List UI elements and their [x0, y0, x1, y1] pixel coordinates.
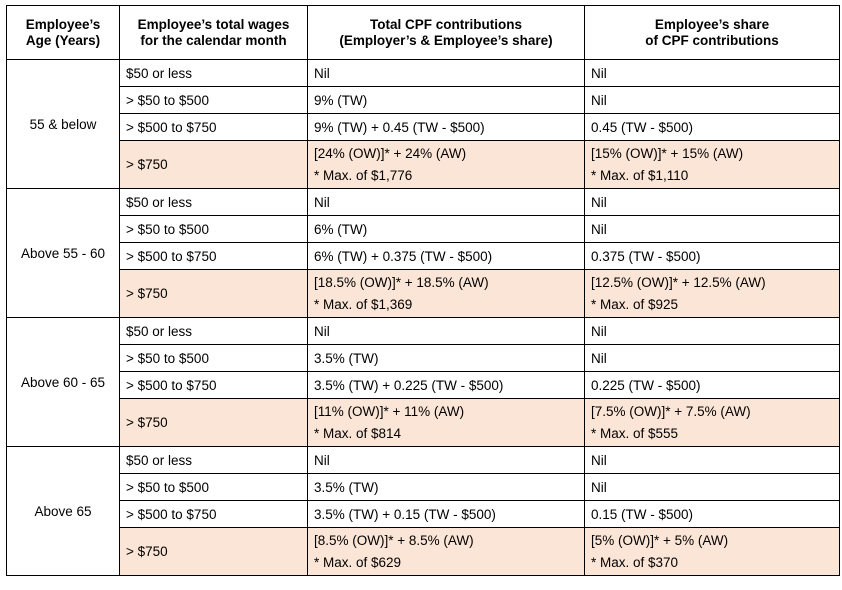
- total-cell: [24% (OW)]* + 24% (AW) * Max. of $1,776: [307, 140, 585, 189]
- total-cell: 3.5% (TW): [307, 473, 585, 501]
- table-row: 55 & below $50 or less Nil Nil: [6, 59, 840, 189]
- wage-cell: $50 or less: [119, 446, 308, 474]
- wage-cell: > $750: [119, 140, 308, 189]
- share-formula: [15% (OW)]* + 15% (AW): [591, 145, 744, 161]
- wage-cell: > $50 to $500: [119, 215, 308, 243]
- total-cell: 3.5% (TW) + 0.225 (TW - $500): [307, 371, 585, 399]
- table-row: > $500 to $750 3.5% (TW) + 0.15 (TW - $50…: [7, 500, 840, 528]
- table-row: > $50 to $500 9% (TW) Nil: [7, 86, 840, 114]
- wage-cell: > $500 to $750: [119, 500, 308, 528]
- header-wages-line1: Employee’s total wages: [137, 16, 290, 32]
- wage-cell: $50 or less: [119, 59, 308, 87]
- wage-cell: > $50 to $500: [119, 473, 308, 501]
- header-total-line1: Total CPF contributions: [370, 16, 522, 32]
- header-wages: Employee’s total wages for the calendar m…: [119, 5, 308, 60]
- table-row: > $500 to $750 6% (TW) + 0.375 (TW - $500…: [7, 242, 840, 270]
- header-wages-line2: for the calendar month: [140, 32, 287, 48]
- table-row: > $50 to $500 3.5% (TW) Nil: [7, 473, 840, 501]
- share-formula: [12.5% (OW)]* + 12.5% (AW): [591, 274, 766, 290]
- header-age-line1: Employee’s: [25, 16, 101, 32]
- wage-cell: > $750: [119, 269, 308, 318]
- age-group-cell: Above 55 - 60: [6, 188, 120, 318]
- cpf-contribution-table: Employee’s Age (Years) Employee’s total w…: [6, 5, 840, 576]
- share-formula: [5% (OW)]* + 5% (AW): [591, 532, 729, 548]
- table-row-highlight: > $750 [24% (OW)]* + 24% (AW) * Max. of $1…: [7, 140, 840, 189]
- total-formula: [24% (OW)]* + 24% (AW): [314, 145, 467, 161]
- header-employee-share: Employee’s share of CPF contributions: [584, 5, 840, 60]
- total-cell: 3.5% (TW): [307, 344, 585, 372]
- share-cell: Nil: [584, 59, 840, 87]
- header-age-line2: Age (Years): [25, 32, 101, 48]
- share-cell: Nil: [584, 446, 840, 474]
- share-formula: [7.5% (OW)]* + 7.5% (AW): [591, 403, 751, 419]
- header-total-line2: (Employer’s & Employee’s share): [339, 32, 553, 48]
- share-cell: Nil: [584, 188, 840, 216]
- total-cell: Nil: [307, 59, 585, 87]
- total-cell: [8.5% (OW)]* + 8.5% (AW) * Max. of $629: [307, 527, 585, 576]
- table-row-highlight: > $750 [18.5% (OW)]* + 18.5% (AW) * Max. o…: [7, 269, 840, 318]
- wage-cell: > $750: [119, 398, 308, 447]
- share-cell: 0.45 (TW - $500): [584, 113, 840, 141]
- header-share-line1: Employee’s share: [654, 16, 770, 32]
- share-cell: Nil: [584, 473, 840, 501]
- total-cell: Nil: [307, 188, 585, 216]
- wage-cell: > $500 to $750: [119, 371, 308, 399]
- share-cell: Nil: [584, 344, 840, 372]
- wage-cell: $50 or less: [119, 188, 308, 216]
- wage-cell: > $500 to $750: [119, 242, 308, 270]
- header-age: Employee’s Age (Years): [6, 5, 120, 60]
- total-cell: [18.5% (OW)]* + 18.5% (AW) * Max. of $1,3…: [307, 269, 585, 318]
- share-max-note: * Max. of $1,110: [591, 167, 689, 183]
- total-max-note: * Max. of $1,369: [314, 296, 413, 312]
- share-cell: 0.15 (TW - $500): [584, 500, 840, 528]
- total-max-note: * Max. of $1,776: [314, 167, 413, 183]
- total-cell: 9% (TW): [307, 86, 585, 114]
- age-group-cell: Above 60 - 65: [6, 317, 120, 447]
- total-cell: [11% (OW)]* + 11% (AW) * Max. of $814: [307, 398, 585, 447]
- total-formula: [18.5% (OW)]* + 18.5% (AW): [314, 274, 489, 290]
- wage-cell: > $750: [119, 527, 308, 576]
- table-body: 55 & below $50 or less Nil Nil > $50 to $500…: [6, 59, 840, 576]
- share-cell: [12.5% (OW)]* + 12.5% (AW) * Max. of $925: [584, 269, 840, 318]
- header-row: Employee’s Age (Years) Employee’s total w…: [6, 5, 840, 60]
- table-row-highlight: > $750 [8.5% (OW)]* + 8.5% (AW) * Max. of …: [7, 527, 840, 576]
- share-max-note: * Max. of $925: [591, 296, 679, 312]
- age-group-cell: 55 & below: [6, 59, 120, 189]
- total-cell: 6% (TW) + 0.375 (TW - $500): [307, 242, 585, 270]
- total-cell: 9% (TW) + 0.45 (TW - $500): [307, 113, 585, 141]
- total-cell: 6% (TW): [307, 215, 585, 243]
- share-cell: [7.5% (OW)]* + 7.5% (AW) * Max. of $555: [584, 398, 840, 447]
- total-formula: [8.5% (OW)]* + 8.5% (AW): [314, 532, 474, 548]
- total-cell: 3.5% (TW) + 0.15 (TW - $500): [307, 500, 585, 528]
- total-max-note: * Max. of $629: [314, 554, 402, 570]
- wage-cell: > $50 to $500: [119, 344, 308, 372]
- table-row-highlight: > $750 [11% (OW)]* + 11% (AW) * Max. of $8…: [7, 398, 840, 447]
- share-cell: [5% (OW)]* + 5% (AW) * Max. of $370: [584, 527, 840, 576]
- total-cell: Nil: [307, 446, 585, 474]
- share-max-note: * Max. of $370: [591, 554, 679, 570]
- table-row: > $500 to $750 3.5% (TW) + 0.225 (TW - $5…: [7, 371, 840, 399]
- table-row: Above 55 - 60 $50 or less Nil Nil: [6, 188, 840, 318]
- header-total-contributions: Total CPF contributions (Employer’s & Emp…: [307, 5, 585, 60]
- table-row: Above 60 - 65 $50 or less Nil Nil: [6, 317, 840, 447]
- table-row: Above 65 $50 or less Nil Nil: [6, 446, 840, 576]
- share-cell: 0.225 (TW - $500): [584, 371, 840, 399]
- share-cell: Nil: [584, 86, 840, 114]
- table-row: > $50 to $500 6% (TW) Nil: [7, 215, 840, 243]
- total-max-note: * Max. of $814: [314, 425, 402, 441]
- age-group-cell: Above 65: [6, 446, 120, 576]
- share-cell: [15% (OW)]* + 15% (AW) * Max. of $1,110: [584, 140, 840, 189]
- share-max-note: * Max. of $555: [591, 425, 679, 441]
- share-cell: Nil: [584, 215, 840, 243]
- table-row: > $50 to $500 3.5% (TW) Nil: [7, 344, 840, 372]
- share-cell: Nil: [584, 317, 840, 345]
- wage-cell: > $500 to $750: [119, 113, 308, 141]
- wage-cell: > $50 to $500: [119, 86, 308, 114]
- table-row: > $500 to $750 9% (TW) + 0.45 (TW - $500)…: [7, 113, 840, 141]
- total-cell: Nil: [307, 317, 585, 345]
- total-formula: [11% (OW)]* + 11% (AW): [314, 403, 465, 419]
- wage-cell: $50 or less: [119, 317, 308, 345]
- header-share-line2: of CPF contributions: [645, 32, 779, 48]
- share-cell: 0.375 (TW - $500): [584, 242, 840, 270]
